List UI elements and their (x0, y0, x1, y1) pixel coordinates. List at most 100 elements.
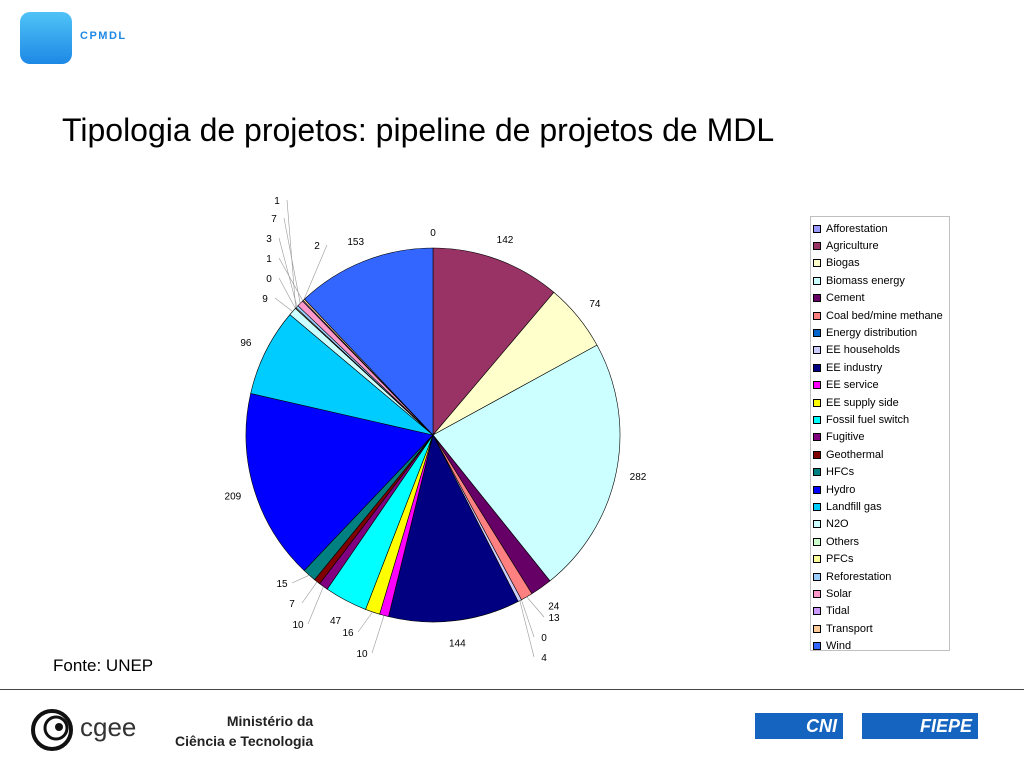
data-label-geothermal: 7 (289, 599, 295, 610)
legend-label: Geothermal (826, 448, 884, 461)
data-label-agriculture: 142 (497, 235, 514, 246)
legend-item-pfcs: PFCs (813, 550, 949, 567)
legend-swatch (813, 294, 821, 303)
pie-slice-ee-industry (388, 434, 519, 623)
chart-legend: Afforestation Agriculture Biogas Biomass en… (810, 216, 950, 654)
legend-swatch (813, 346, 821, 355)
legend-swatch (813, 311, 821, 320)
legend-item-geothermal: Geothermal (813, 446, 949, 463)
legend-swatch (813, 642, 821, 651)
legend-swatch (813, 485, 821, 494)
legend-item-fugitive: Fugitive (813, 429, 949, 446)
data-label-fugitive: 10 (292, 620, 304, 631)
leader-line-solar (283, 217, 301, 304)
cgee-logo-text: cgee (80, 712, 137, 742)
legend-item-agriculture: Agriculture (813, 237, 949, 254)
data-label-energy-distribution: 0 (541, 633, 547, 644)
legend-label: Tidal (826, 605, 850, 618)
legend-swatch (813, 381, 821, 390)
legend-label: Biomass energy (826, 274, 905, 287)
legend-label: Reforestation (826, 570, 892, 583)
leader-line-others (278, 277, 296, 309)
legend-label: EE service (826, 379, 879, 392)
legend-label: Landfill gas (826, 500, 882, 513)
data-label-ee-supply-side: 16 (342, 628, 354, 639)
legend-swatch (813, 329, 821, 338)
legend-item-afforestation: Afforestation (813, 220, 949, 237)
legend-item-biomass-energy: Biomass energy (813, 272, 949, 289)
data-label-afforestation: 0 (430, 228, 436, 239)
legend-item-transport: Transport (813, 620, 949, 637)
legend-swatch (813, 502, 821, 511)
legend-label: Hydro (826, 483, 856, 496)
legend-item-wind: Wind (813, 637, 949, 654)
source-note: Fonte: UNEP (53, 656, 154, 675)
leader-line-transport (303, 244, 328, 300)
leader-line-hfcs (291, 574, 310, 584)
legend-label: Coal bed/mine methane (826, 309, 943, 322)
legend-item-fossil-fuel-switch: Fossil fuel switch (813, 411, 949, 428)
legend-item-reforestation: Reforestation (813, 568, 949, 585)
legend-swatch (813, 224, 821, 233)
legend-swatch (813, 555, 821, 564)
legend-label: Wind (826, 640, 852, 653)
cgee-logo-icon (31, 709, 73, 751)
legend-label: N2O (826, 518, 849, 531)
data-label-ee-industry: 144 (449, 639, 466, 650)
legend-label: Others (826, 535, 860, 548)
legend-swatch (813, 572, 821, 581)
legend-swatch (813, 363, 821, 372)
data-label-fossil-fuel-switch: 47 (330, 616, 342, 627)
data-label-hydro: 209 (225, 491, 242, 502)
legend-item-hydro: Hydro (813, 481, 949, 498)
legend-item-coal-bed-mine-methane: Coal bed/mine methane (813, 307, 949, 324)
pie-slice-agriculture (432, 247, 555, 436)
legend-swatch (813, 259, 821, 268)
cpmdl-logo-text: CPMDL (80, 30, 127, 42)
legend-label: Energy distribution (826, 327, 918, 340)
leader-line-ee-service (371, 615, 385, 654)
data-label-ee-households: 4 (541, 653, 547, 664)
leader-line-ee-supply-side (357, 611, 373, 633)
legend-label: Transport (826, 622, 873, 635)
legend-label: EE households (826, 344, 900, 357)
legend-item-n2o: N2O (813, 516, 949, 533)
cpmdl-logo-icon (20, 12, 72, 64)
legend-swatch (813, 520, 821, 529)
ministry-line-2: Ciência e Tecnologia (175, 733, 314, 749)
legend-item-energy-distribution: Energy distribution (813, 324, 949, 341)
data-label-n2o: 9 (262, 294, 268, 305)
legend-label: Solar (826, 587, 852, 600)
legend-swatch (813, 433, 821, 442)
legend-swatch (813, 242, 821, 251)
leader-line-coal-bed-mine-methane (526, 596, 545, 618)
data-label-biogas: 74 (589, 299, 601, 310)
legend-item-ee-households: EE households (813, 342, 949, 359)
leader-line-geothermal (301, 581, 318, 604)
legend-swatch (813, 607, 821, 616)
legend-item-ee-industry: EE industry (813, 359, 949, 376)
legend-swatch (813, 415, 821, 424)
data-label-pfcs: 1 (274, 196, 280, 207)
data-label-wind: 153 (347, 237, 364, 248)
data-label-ee-service: 10 (356, 649, 368, 660)
legend-item-tidal: Tidal (813, 603, 949, 620)
legend-item-hfcs: HFCs (813, 463, 949, 480)
legend-swatch (813, 589, 821, 598)
legend-item-ee-supply-side: EE supply side (813, 394, 949, 411)
legend-swatch (813, 398, 821, 407)
legend-swatch (813, 276, 821, 285)
pie-chart: 0142742822413041441016471071520996901371… (225, 196, 647, 664)
leader-line-fugitive (307, 586, 324, 625)
legend-item-landfill-gas: Landfill gas (813, 498, 949, 515)
legend-label: PFCs (826, 553, 854, 566)
leader-line-n2o (274, 297, 293, 312)
legend-label: Fossil fuel switch (826, 413, 910, 426)
data-label-coal-bed-mine-methane: 13 (548, 613, 560, 624)
slide-title: Tipologia de projetos: pipeline de proje… (62, 112, 775, 148)
fiepe-logo: FIEPE (862, 713, 978, 739)
legend-swatch (813, 450, 821, 459)
data-label-tidal: 1 (266, 254, 272, 265)
legend-label: Biogas (826, 257, 860, 270)
legend-swatch (813, 537, 821, 546)
